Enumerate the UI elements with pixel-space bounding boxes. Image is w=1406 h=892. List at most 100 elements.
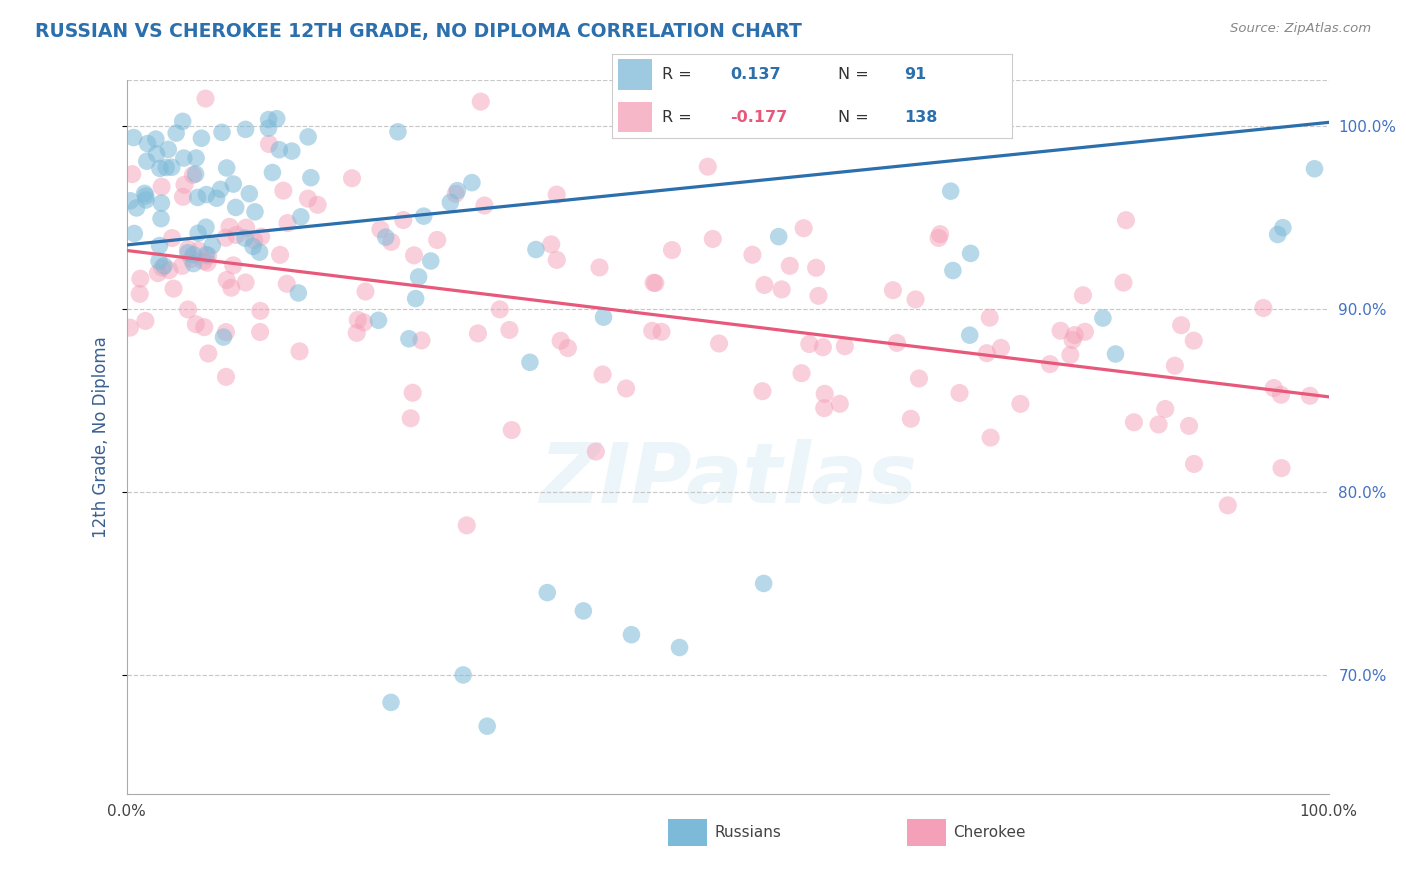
Point <box>197 346 219 360</box>
Point <box>177 302 200 317</box>
Point <box>900 411 922 425</box>
Point <box>367 313 389 327</box>
Point <box>120 194 142 208</box>
Point <box>273 184 295 198</box>
Point <box>214 231 236 245</box>
Point <box>160 161 183 175</box>
Point <box>1049 324 1071 338</box>
Point <box>249 325 271 339</box>
Text: N =: N = <box>838 110 875 125</box>
Point <box>546 252 568 267</box>
Point <box>215 273 238 287</box>
Point <box>446 184 468 198</box>
Point <box>501 423 523 437</box>
Text: R =: R = <box>662 67 696 82</box>
Point <box>620 628 643 642</box>
Text: 138: 138 <box>904 110 938 125</box>
Point <box>1039 357 1062 371</box>
Point <box>1154 402 1177 417</box>
Point <box>197 256 219 270</box>
Bar <box>617 102 652 132</box>
Point <box>426 233 449 247</box>
Point <box>976 346 998 360</box>
Point <box>287 285 309 300</box>
Point <box>281 144 304 158</box>
Y-axis label: 12th Grade, No Diploma: 12th Grade, No Diploma <box>91 336 110 538</box>
Text: Russians: Russians <box>714 825 782 839</box>
Point <box>592 368 614 382</box>
Point <box>980 431 1002 445</box>
Point <box>751 384 773 399</box>
Text: N =: N = <box>838 67 875 82</box>
Point <box>134 314 156 328</box>
Point <box>354 285 377 299</box>
Point <box>1091 311 1114 326</box>
Point <box>768 229 790 244</box>
Point <box>146 266 169 280</box>
Point <box>399 411 422 425</box>
Point <box>190 131 212 145</box>
Point <box>219 281 242 295</box>
Point <box>524 243 547 257</box>
Point <box>546 187 568 202</box>
Point <box>959 246 981 260</box>
Point <box>187 244 209 258</box>
Point <box>661 243 683 257</box>
Point <box>307 198 329 212</box>
Point <box>197 249 219 263</box>
Point <box>136 136 159 151</box>
Point <box>233 231 256 245</box>
Point <box>696 160 718 174</box>
Point <box>557 341 579 355</box>
Point <box>201 238 224 252</box>
Point <box>249 303 271 318</box>
Point <box>411 334 433 348</box>
Point <box>222 177 245 191</box>
Text: Source: ZipAtlas.com: Source: ZipAtlas.com <box>1230 22 1371 36</box>
Point <box>184 151 207 165</box>
Point <box>150 179 173 194</box>
Point <box>1299 389 1322 403</box>
Point <box>150 196 173 211</box>
Point <box>195 247 218 261</box>
Point <box>129 271 152 285</box>
Point <box>668 640 690 655</box>
Text: 91: 91 <box>904 67 927 82</box>
Point <box>238 186 260 201</box>
Point <box>405 292 427 306</box>
Point <box>299 170 322 185</box>
Point <box>380 695 402 709</box>
Point <box>1059 348 1081 362</box>
Point <box>184 317 207 331</box>
Point <box>585 444 607 458</box>
Point <box>121 167 143 181</box>
Point <box>398 332 420 346</box>
Point <box>882 283 904 297</box>
Point <box>536 585 558 599</box>
Point <box>187 226 209 240</box>
Point <box>770 282 793 296</box>
Point <box>165 126 187 140</box>
Text: ZIPatlas: ZIPatlas <box>538 440 917 520</box>
Point <box>134 186 156 201</box>
Point <box>181 168 204 182</box>
Point <box>1271 220 1294 235</box>
Point <box>643 276 665 290</box>
Point <box>908 371 931 385</box>
Point <box>160 231 183 245</box>
Point <box>488 302 510 317</box>
Point <box>811 340 834 354</box>
Point <box>419 254 441 268</box>
Point <box>572 604 595 618</box>
Text: Cherokee: Cherokee <box>953 825 1026 839</box>
Point <box>148 238 170 252</box>
Point <box>592 310 614 325</box>
Text: -0.177: -0.177 <box>730 110 787 125</box>
Point <box>177 245 200 260</box>
Point <box>1270 461 1292 475</box>
Point <box>150 260 173 275</box>
Point <box>807 289 830 303</box>
Point <box>1164 359 1187 373</box>
Point <box>1115 213 1137 227</box>
Point <box>1216 499 1239 513</box>
